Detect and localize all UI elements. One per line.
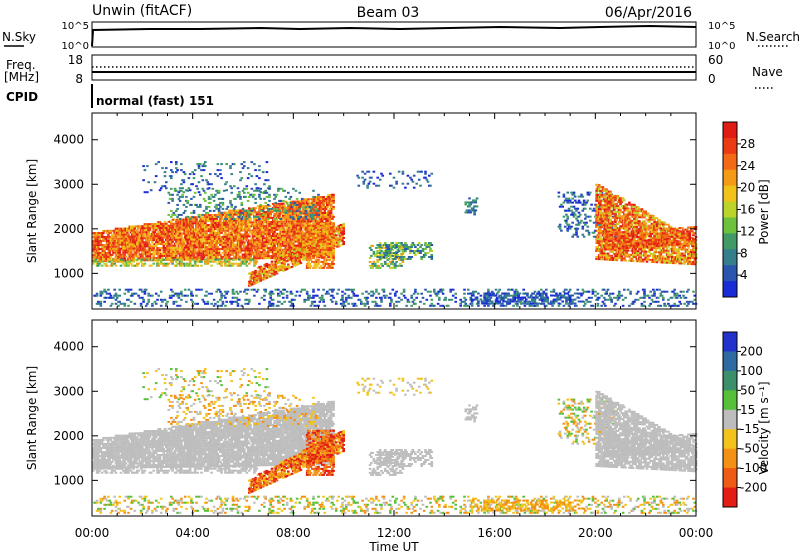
power-colorbar-label: Power [dB]: [757, 179, 771, 244]
velocity-ylabel: Slant Range [km]: [25, 366, 39, 470]
colorbar-swatch: [723, 409, 737, 430]
nsky-bottom-tick: 10^0: [62, 41, 89, 52]
nsky-label: N.Sky: [2, 30, 36, 44]
x-tick-label: 04:00: [175, 526, 210, 540]
colorbar-swatch: [723, 249, 737, 266]
y-tick-label: 2000: [53, 222, 84, 236]
time-axis: 00:00 04:00 08:00 12:00 16:00 20:00 00:00: [75, 113, 714, 540]
velocity-panel: 1000 2000 3000 4000 Slant Range [km] 200 100…: [25, 319, 771, 517]
cpid-label: CPID: [6, 90, 38, 104]
colorbar-tick-label: 28: [740, 137, 755, 151]
freq-label-1: Freq.: [6, 58, 36, 72]
colorbar-swatch: [723, 137, 737, 155]
power-panel: 1000 2000 3000 4000 Slant Range [km] 4 8 12 16…: [25, 112, 771, 310]
y-tick-label: 1000: [53, 473, 84, 487]
y-tick-label: 2000: [53, 429, 84, 443]
y-tick-label: 3000: [53, 384, 84, 398]
nave-label: Nave: [752, 65, 783, 79]
y-tick-label: 4000: [53, 340, 84, 354]
colorbar-swatch: [723, 281, 737, 298]
freq-label-2: [MHz]: [4, 70, 39, 84]
beam-title: Beam 03: [357, 5, 420, 21]
power-echoes: [92, 161, 698, 307]
colorbar-swatch: [723, 169, 737, 187]
x-tick-label: 16:00: [477, 526, 512, 540]
nsearch-label: N.Search: [746, 30, 800, 44]
colorbar-tick-label: 16: [740, 203, 755, 217]
nave-top-tick: 60: [708, 53, 723, 67]
x-tick-label: 08:00: [276, 526, 311, 540]
colorbar-tick-label: 50: [740, 383, 755, 397]
colorbar-swatch: [723, 390, 737, 411]
station-title: Unwin (fitACF): [92, 3, 192, 19]
colorbar-swatch: [723, 351, 737, 372]
freq-panel: Freq. [MHz] 18 8 60 0 Nave: [4, 53, 783, 89]
nsearch-bottom-tick: 10^0: [708, 41, 735, 52]
colorbar-tick-label: -100: [740, 461, 767, 475]
nsky-top-tick: 10^5: [62, 21, 89, 32]
colorbar-swatch: [723, 233, 737, 250]
colorbar-tick-label: 4: [740, 268, 748, 282]
date-title: 06/Apr/2016: [605, 5, 692, 21]
nsearch-top-tick: 10^5: [708, 21, 735, 32]
y-tick-label: 4000: [53, 133, 84, 147]
colorbar-tick-label: -15: [740, 422, 760, 436]
freq-bottom-tick: 8: [75, 72, 83, 86]
freq-top-tick: 18: [68, 53, 83, 67]
y-tick-label: 1000: [53, 266, 84, 280]
cpid-panel: CPID normal (fast) 151: [6, 84, 214, 108]
nsky-trace: [91, 24, 697, 47]
power-colorbar: 4 8 12 16 20 24 28: [722, 121, 755, 298]
velocity-colorbar: 200 100 50 15 -15 -50 -100 -200: [722, 331, 767, 508]
colorbar-tick-label: 20: [740, 181, 755, 195]
colorbar-swatch: [723, 201, 737, 218]
nsky-panel: N.Sky 10^5 10^0 10^5 10^0 N.Search: [2, 21, 800, 52]
x-tick-label: 00:00: [679, 526, 714, 540]
cpid-value: normal (fast) 151: [96, 94, 214, 108]
colorbar-tick-label: -50: [740, 442, 760, 456]
colorbar-tick-label: -200: [740, 481, 767, 495]
colorbar-swatch: [723, 332, 737, 352]
colorbar-swatch: [723, 217, 737, 234]
colorbar-swatch: [723, 370, 737, 391]
colorbar-tick-label: 24: [740, 159, 755, 173]
colorbar-tick-label: 15: [740, 403, 755, 417]
velocity-colorbar-label: Velocity [m s⁻¹]: [757, 381, 771, 474]
colorbar-swatch: [723, 265, 737, 282]
colorbar-swatch: [723, 468, 737, 489]
colorbar-swatch: [723, 429, 737, 450]
colorbar-tick-label: 12: [740, 224, 755, 238]
y-tick-label: 3000: [53, 177, 84, 191]
colorbar-swatch: [723, 185, 737, 203]
velocity-echoes: [92, 368, 698, 514]
x-axis-label: Time UT: [368, 540, 419, 554]
x-tick-label: 20:00: [578, 526, 613, 540]
colorbar-swatch: [723, 487, 737, 508]
colorbar-swatch: [723, 153, 737, 171]
colorbar-swatch: [723, 448, 737, 469]
x-tick-label: 12:00: [377, 526, 412, 540]
colorbar-tick-label: 200: [740, 344, 763, 358]
colorbar-tick-label: 100: [740, 364, 763, 378]
x-tick-label: 00:00: [75, 526, 110, 540]
colorbar-swatch: [723, 122, 737, 139]
colorbar-tick-label: 8: [740, 246, 748, 260]
power-ylabel: Slant Range [km]: [25, 159, 39, 263]
nave-bottom-tick: 0: [708, 72, 716, 86]
